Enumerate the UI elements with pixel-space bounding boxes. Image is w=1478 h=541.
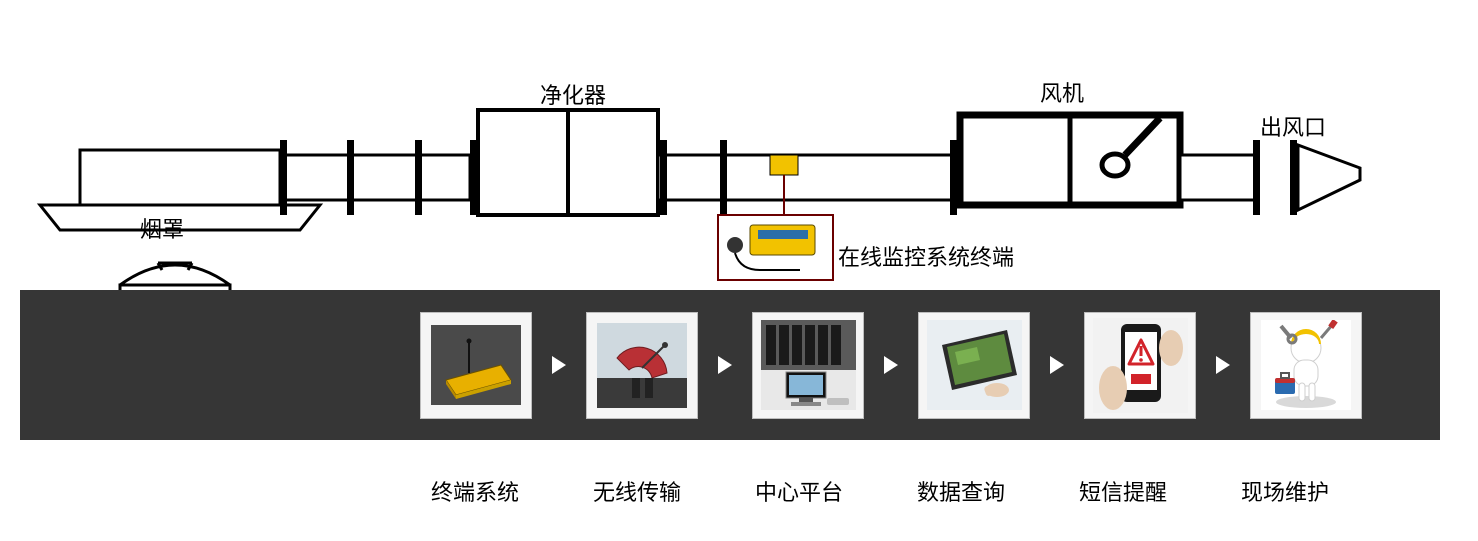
worker-icon <box>1261 320 1351 410</box>
router-icon <box>431 325 521 405</box>
outlet-label: 出风口 <box>1260 110 1326 142</box>
servers-icon <box>761 320 856 410</box>
tile-center <box>752 312 864 419</box>
tile-sms <box>1084 312 1196 419</box>
flow-label-sms: 短信提醒 <box>1068 475 1178 507</box>
tablet-icon <box>927 320 1022 410</box>
flow-label-query: 数据查询 <box>906 475 1016 507</box>
tile-terminal <box>420 312 532 419</box>
arrow-icon <box>1050 356 1064 374</box>
flow-label-center: 中心平台 <box>744 475 854 507</box>
arrow-icon <box>884 356 898 374</box>
tile-query <box>918 312 1030 419</box>
tile-onsite <box>1250 312 1362 419</box>
flow-label-wireless: 无线传输 <box>582 475 692 507</box>
arrow-icon <box>1216 356 1230 374</box>
hood-label: 烟罩 <box>140 212 184 244</box>
sensor-label: 在线监控系统终端 <box>838 240 1014 272</box>
fan-label: 风机 <box>1040 76 1084 108</box>
dish-icon <box>597 323 687 408</box>
arrow-icon <box>552 356 566 374</box>
flow-strip <box>20 290 1440 440</box>
tile-wireless <box>586 312 698 419</box>
flow-label-onsite: 现场维护 <box>1230 475 1340 507</box>
phone-alert-icon <box>1093 318 1188 413</box>
arrow-icon <box>718 356 732 374</box>
purifier-label: 净化器 <box>540 78 606 110</box>
flow-label-terminal: 终端系统 <box>420 475 530 507</box>
